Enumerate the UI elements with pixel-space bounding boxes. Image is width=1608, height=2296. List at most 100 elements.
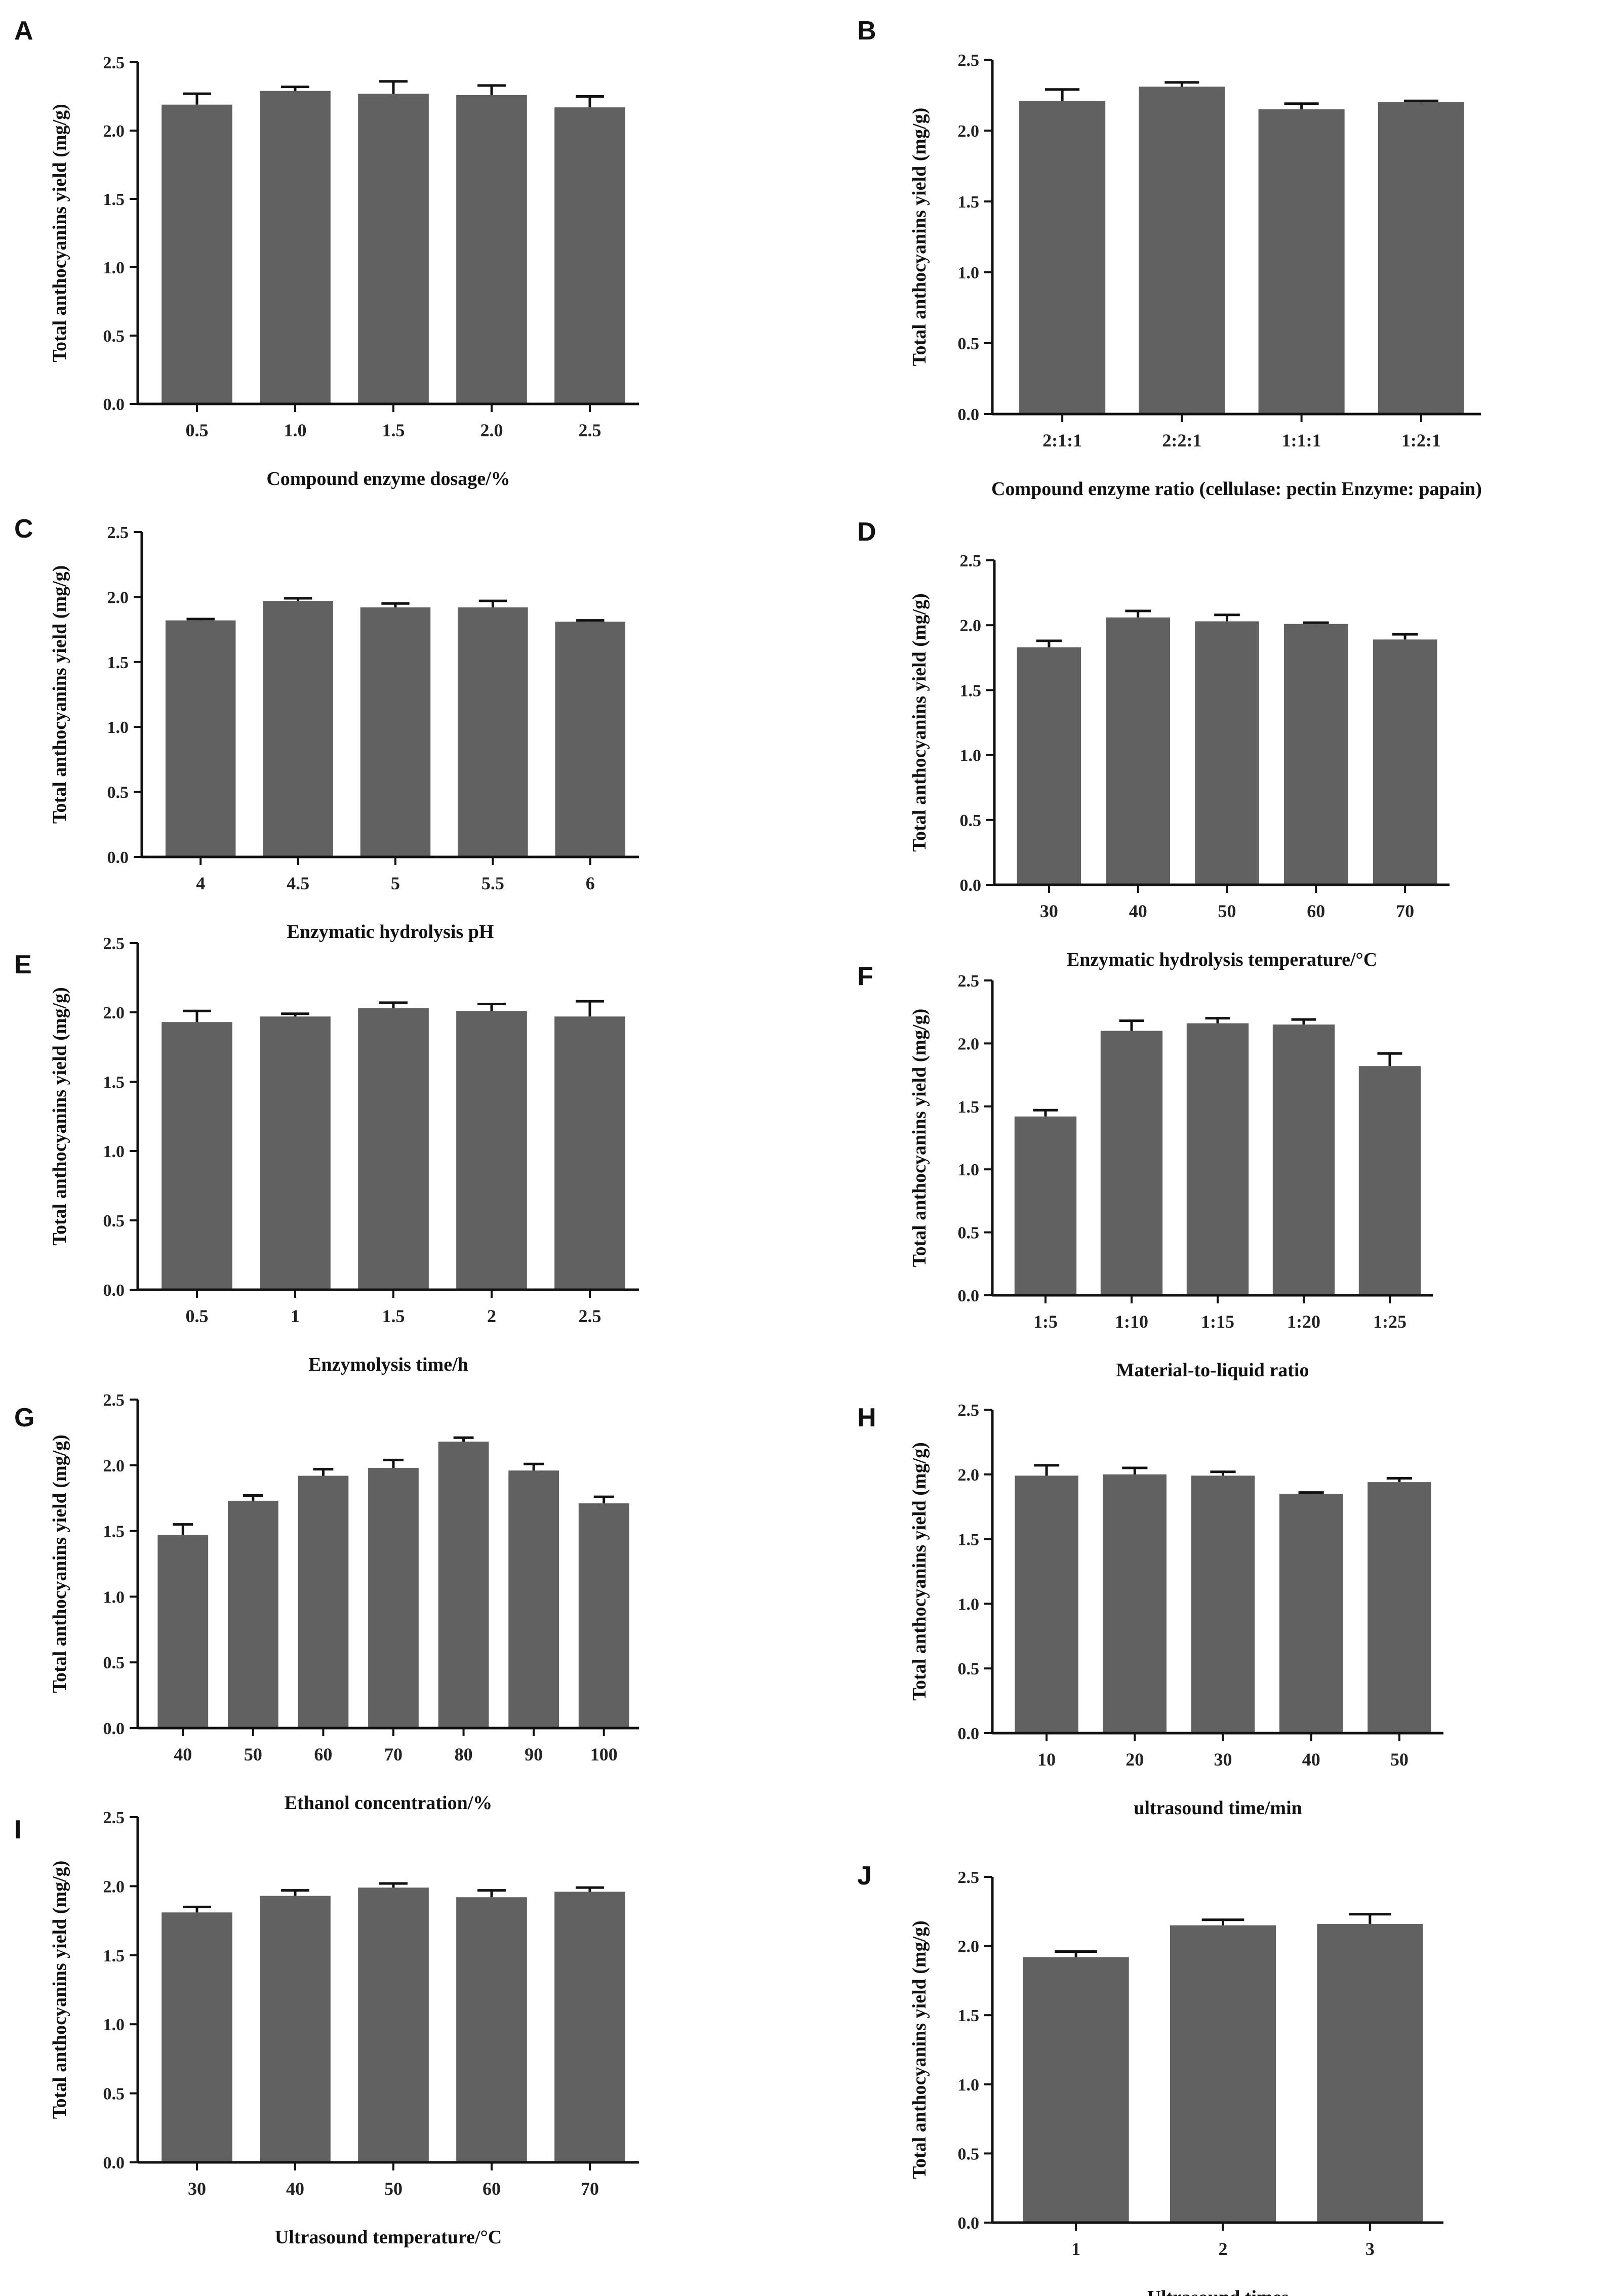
error-bar-e-5 xyxy=(576,1000,604,1017)
bar-h-2 xyxy=(1103,1474,1167,1733)
bar-i-1 xyxy=(162,1912,232,2162)
y-tick-label-g-0: 0.0 xyxy=(103,1719,125,1738)
y-tick-label-g-5: 2.5 xyxy=(103,1391,125,1410)
x-tick-label-g-2: 50 xyxy=(244,1744,262,1765)
y-axis-label-i: Total anthocyanins yield (mg/g) xyxy=(49,1861,70,2119)
x-tick-label-e-1: 0.5 xyxy=(186,1306,209,1326)
x-axis-label-e: Enzymolysis time/h xyxy=(308,1354,468,1375)
error-bar-b-4 xyxy=(1403,99,1438,102)
y-tick-label-e-2: 1.0 xyxy=(103,1142,125,1161)
y-tick-label-f-0: 0.0 xyxy=(958,1287,980,1305)
bar-i-4 xyxy=(456,1897,527,2162)
x-tick-label-d-3: 50 xyxy=(1218,901,1236,921)
panel-h: H 10 20 30 40 50 0.0 0.5 1.0 1.5 2.0 2.5 ultrasound … xyxy=(857,1401,1443,1819)
x-tick-label-d-5: 70 xyxy=(1396,901,1414,921)
y-tick-label-d-2: 1.0 xyxy=(960,747,982,765)
bar-j-1 xyxy=(1023,1957,1129,2223)
x-tick-label-i-4: 60 xyxy=(483,2179,501,2199)
bar-c-2 xyxy=(263,601,333,857)
y-tick-label-i-4: 2.0 xyxy=(103,1877,125,1896)
x-tick-label-b-2: 2:2:1 xyxy=(1162,430,1201,450)
x-axis-label-c: Enzymatic hydrolysis pH xyxy=(287,921,494,942)
x-tick-label-f-5: 1:25 xyxy=(1373,1311,1406,1332)
bar-e-5 xyxy=(554,1016,625,1290)
x-tick-label-a-4: 2.0 xyxy=(480,420,503,440)
x-tick-label-h-4: 40 xyxy=(1302,1749,1320,1770)
y-tick-label-g-2: 1.0 xyxy=(103,1588,125,1607)
x-tick-label-a-5: 2.5 xyxy=(579,420,601,440)
y-tick-label-h-5: 2.5 xyxy=(958,1401,980,1420)
y-axis-label-a: Total anthocyanins yield (mg/g) xyxy=(49,104,70,362)
bar-h-4 xyxy=(1279,1494,1343,1733)
y-tick-label-e-0: 0.0 xyxy=(103,1281,125,1300)
x-axis-label-b: Compound enzyme ratio (cellulase: pectin… xyxy=(991,478,1482,500)
y-tick-label-b-5: 2.5 xyxy=(958,51,980,70)
bar-f-1 xyxy=(1014,1116,1077,1295)
x-tick-label-i-3: 50 xyxy=(384,2179,403,2199)
error-bar-c-3 xyxy=(381,602,410,607)
y-tick-label-h-2: 1.0 xyxy=(958,1595,980,1614)
y-tick-label-b-1: 0.5 xyxy=(958,335,980,353)
error-bar-c-4 xyxy=(478,599,507,607)
panel-letter-g: G xyxy=(14,1403,34,1432)
error-bar-a-4 xyxy=(477,84,506,95)
y-tick-label-c-3: 1.5 xyxy=(107,653,129,672)
panel-letter-d: D xyxy=(857,517,876,547)
x-axis-label-i: Ultrasound temperature/°C xyxy=(275,2227,502,2248)
bar-h-3 xyxy=(1191,1475,1255,1733)
error-bar-d-2 xyxy=(1125,609,1151,618)
y-tick-label-b-0: 0.0 xyxy=(958,405,980,424)
error-bar-a-1 xyxy=(183,92,211,105)
error-bar-e-3 xyxy=(379,1001,408,1008)
error-bar-f-5 xyxy=(1377,1052,1402,1067)
y-tick-label-j-3: 1.5 xyxy=(958,2006,980,2025)
y-tick-label-f-1: 0.5 xyxy=(958,1224,980,1243)
x-tick-label-f-3: 1:15 xyxy=(1201,1311,1234,1332)
x-tick-label-j-2: 2 xyxy=(1219,2239,1228,2259)
y-tick-label-c-2: 1.0 xyxy=(107,718,129,737)
y-tick-label-j-5: 2.5 xyxy=(958,1868,980,1887)
y-tick-label-f-5: 2.5 xyxy=(958,972,980,991)
error-bar-g-5 xyxy=(453,1436,474,1442)
bar-b-1 xyxy=(1019,101,1106,414)
y-tick-label-i-1: 0.5 xyxy=(103,2085,125,2104)
x-tick-label-g-4: 70 xyxy=(384,1744,403,1765)
error-bar-f-2 xyxy=(1119,1019,1144,1031)
y-tick-label-h-0: 0.0 xyxy=(958,1725,980,1743)
y-tick-label-a-0: 0.0 xyxy=(103,395,125,414)
y-tick-label-i-5: 2.5 xyxy=(103,1809,125,1827)
error-bar-g-4 xyxy=(383,1458,404,1468)
y-tick-label-i-3: 1.5 xyxy=(103,1947,125,1965)
y-tick-label-j-1: 0.5 xyxy=(958,2145,980,2163)
error-bar-h-4 xyxy=(1298,1491,1324,1494)
error-bar-e-4 xyxy=(477,1003,506,1011)
y-tick-label-f-4: 2.0 xyxy=(958,1035,980,1053)
bar-f-3 xyxy=(1186,1023,1249,1295)
error-bar-h-3 xyxy=(1210,1470,1236,1476)
error-bar-a-3 xyxy=(379,80,408,94)
y-tick-label-a-1: 0.5 xyxy=(103,327,125,346)
x-tick-label-h-2: 20 xyxy=(1125,1749,1144,1770)
y-tick-label-j-0: 0.0 xyxy=(958,2214,980,2233)
bar-i-2 xyxy=(260,1896,331,2162)
bar-b-4 xyxy=(1378,102,1464,414)
bar-d-5 xyxy=(1373,639,1437,885)
x-tick-label-e-3: 1.5 xyxy=(382,1306,405,1326)
x-tick-label-f-4: 1:20 xyxy=(1287,1311,1320,1332)
y-tick-label-i-2: 1.0 xyxy=(103,2016,125,2034)
y-tick-label-g-4: 2.0 xyxy=(103,1457,125,1475)
x-tick-label-c-5: 6 xyxy=(586,873,595,893)
y-tick-label-e-3: 1.5 xyxy=(103,1073,125,1092)
error-bar-g-3 xyxy=(313,1468,334,1476)
bar-a-3 xyxy=(358,94,429,404)
bar-g-6 xyxy=(508,1470,559,1728)
y-tick-label-e-5: 2.5 xyxy=(103,934,125,953)
panel-d: D 30 40 50 60 70 0.0 0.5 1.0 1.5 2.0 2.5 Enzymatic h… xyxy=(857,517,1450,970)
error-bar-f-1 xyxy=(1033,1109,1058,1117)
y-tick-label-a-5: 2.5 xyxy=(103,54,125,72)
error-bar-i-1 xyxy=(183,1905,211,1913)
y-axis-label-b: Total anthocyanins yield (mg/g) xyxy=(909,108,930,366)
bar-b-3 xyxy=(1258,109,1345,414)
panel-a: A 0.5 1.0 1.5 2.0 2.5 0.0 0.5 1.0 1.5 2.0 2.5 Compou… xyxy=(14,16,639,489)
x-axis-label-j: Ultrasound times xyxy=(1147,2287,1289,2296)
